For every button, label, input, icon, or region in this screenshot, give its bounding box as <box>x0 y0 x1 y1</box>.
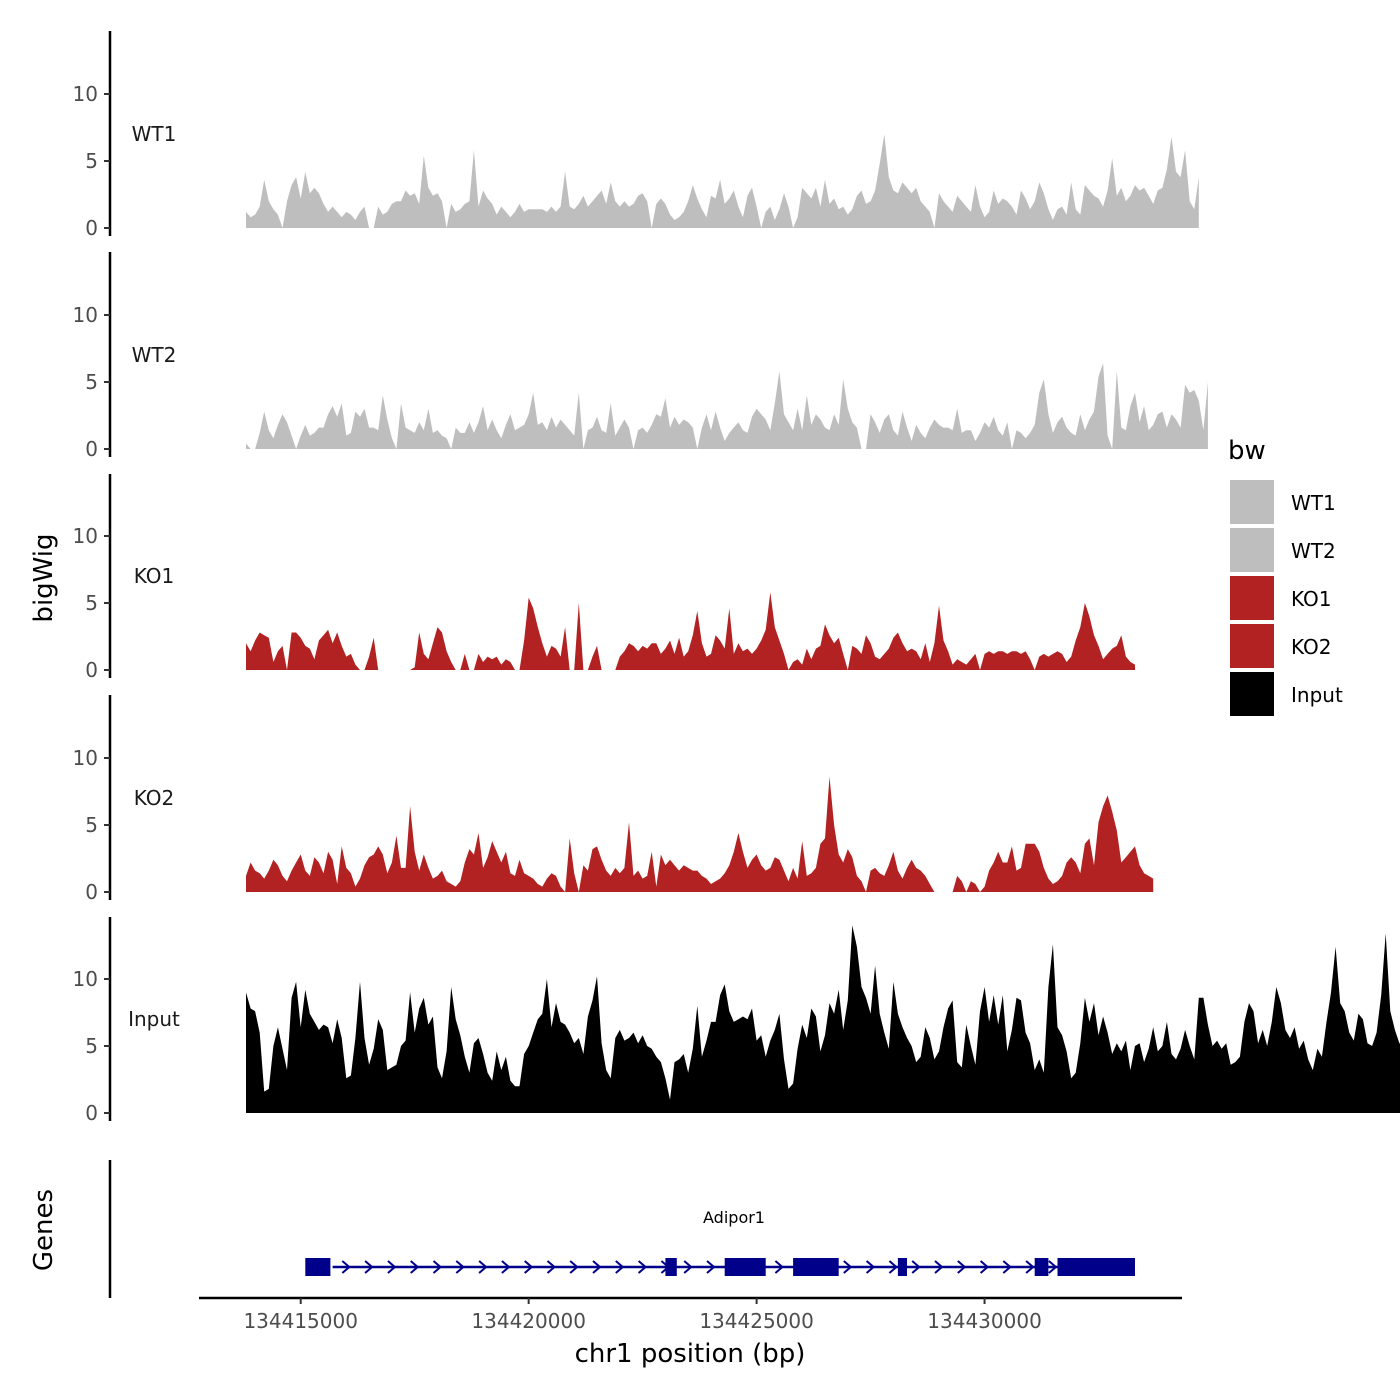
gene-strand-arrow <box>501 1260 511 1274</box>
gene-strand-arrow <box>478 1260 488 1274</box>
gene-exon <box>897 1258 907 1276</box>
y-tick-label: 10 <box>73 967 98 991</box>
y-tick-label: 5 <box>85 591 98 615</box>
legend-key-ko1 <box>1230 576 1274 620</box>
gene-strand-arrow <box>569 1260 579 1274</box>
track-label-wt1: WT1 <box>132 122 177 146</box>
series-area-ko2 <box>246 776 1154 892</box>
gene-exon <box>1034 1258 1049 1276</box>
y-tick-label: 10 <box>73 303 98 327</box>
y-tick-label: 10 <box>73 524 98 548</box>
gene-strand-arrow <box>934 1260 944 1274</box>
legend-key-ko2 <box>1230 624 1274 668</box>
x-tick-label: 134425000 <box>699 1309 814 1333</box>
y-tick-label: 5 <box>85 813 98 837</box>
y-tick-label: 10 <box>73 82 98 106</box>
gene-strand-arrow <box>432 1260 443 1274</box>
gene-strand-arrow <box>637 1260 648 1274</box>
y-tick-label: 0 <box>85 658 98 682</box>
gene-strand-arrow <box>546 1260 557 1274</box>
gene-exon <box>305 1258 331 1276</box>
gene-strand-arrow <box>1002 1260 1012 1274</box>
series-area-wt1 <box>246 134 1199 228</box>
gene-strand-arrow <box>524 1260 534 1274</box>
gene-strand-arrow <box>341 1260 351 1274</box>
gene-strand-arrow <box>387 1260 397 1274</box>
gene-strand-arrow <box>1025 1260 1035 1274</box>
gene-strand-arrow <box>615 1260 625 1274</box>
series-area-ko1 <box>246 592 1135 670</box>
gene-strand-arrow <box>592 1260 602 1274</box>
track-label-ko2: KO2 <box>134 786 175 810</box>
x-tick-label: 134420000 <box>471 1309 586 1333</box>
genes-track-title: Genes <box>29 1189 59 1271</box>
gene-label: Adipor1 <box>703 1208 765 1227</box>
gene-strand-arrow <box>888 1260 898 1274</box>
gene-strand-arrow <box>455 1260 465 1274</box>
track-label-wt2: WT2 <box>132 343 177 367</box>
plot-layer: 0 5 10 WT1 0 5 10 WT2 0 5 10 KO1 0 5 10 KO2 0 5 10 Input 134… <box>73 31 1400 1333</box>
gene-strand-arrow <box>774 1260 784 1274</box>
y-tick-label: 5 <box>85 149 98 173</box>
gene-strand-arrow <box>979 1260 990 1274</box>
legend-label-wt1: WT1 <box>1291 491 1336 515</box>
gene-strand-arrow <box>364 1260 374 1274</box>
gene-strand-arrow <box>843 1260 853 1274</box>
gene-strand-arrow <box>911 1260 921 1274</box>
y-tick-label: 0 <box>85 216 98 240</box>
legend-label-input: Input <box>1291 683 1343 707</box>
gene-strand-arrow <box>706 1260 716 1274</box>
gene-strand-arrow <box>1048 1260 1058 1274</box>
legend-key-wt2 <box>1230 528 1274 572</box>
gene-exon <box>1057 1258 1135 1276</box>
y-tick-label: 5 <box>85 370 98 394</box>
legend-key-wt1 <box>1230 480 1274 524</box>
gene-strand-arrow <box>683 1260 693 1274</box>
gene-exon <box>665 1258 677 1276</box>
y-tick-label: 0 <box>85 437 98 461</box>
x-axis-title: chr1 position (bp) <box>575 1339 806 1369</box>
gene-exon <box>724 1258 766 1276</box>
y-axis-title: bigWig <box>29 533 59 622</box>
legend-label-ko2: KO2 <box>1291 635 1332 659</box>
x-tick-label: 134430000 <box>927 1309 1042 1333</box>
legend-title: bw <box>1228 436 1266 466</box>
legend-key-input <box>1230 672 1274 716</box>
x-tick-label: 134415000 <box>243 1309 358 1333</box>
series-area-wt2 <box>246 363 1208 449</box>
gene-strand-arrow <box>957 1260 967 1274</box>
track-label-ko1: KO1 <box>134 564 175 588</box>
gene-strand-arrow <box>410 1260 420 1274</box>
y-tick-label: 0 <box>85 880 98 904</box>
y-tick-label: 10 <box>73 746 98 770</box>
legend-label-wt2: WT2 <box>1291 539 1336 563</box>
track-label-input: Input <box>128 1007 180 1031</box>
series-area-input <box>246 925 1400 1113</box>
gene-exon <box>793 1258 839 1276</box>
y-tick-label: 5 <box>85 1034 98 1058</box>
legend-label-ko1: KO1 <box>1291 587 1332 611</box>
gene-strand-arrow <box>865 1260 876 1274</box>
y-tick-label: 0 <box>85 1101 98 1125</box>
